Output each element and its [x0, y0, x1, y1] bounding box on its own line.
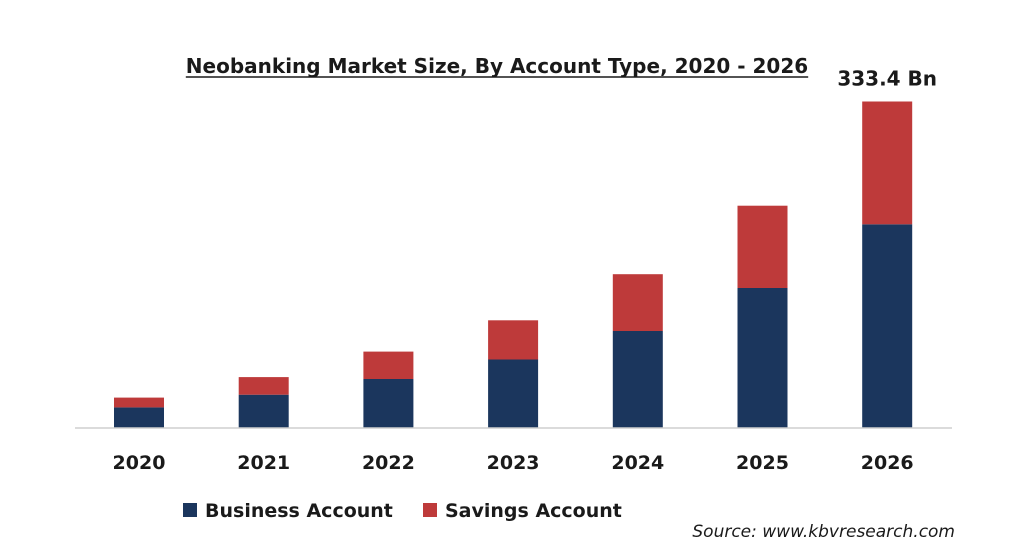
legend-swatch-savings-account [423, 503, 437, 517]
bar-savings-account-2025 [737, 205, 788, 288]
legend-label-business-account: Business Account [205, 500, 393, 522]
bar-business-account-2021 [238, 394, 289, 428]
bar-savings-account-2024 [612, 274, 663, 331]
x-tick-label-2021: 2021 [237, 452, 290, 474]
x-tick-labels: 2020 2021 2022 2023 2024 2025 2026 [113, 452, 914, 474]
bar-business-account-2024 [612, 331, 663, 428]
legend-swatch-business-account [183, 503, 197, 517]
bar-savings-account-2021 [238, 377, 289, 395]
data-labels: 333.4 Bn [837, 67, 937, 91]
data-label-2026: 333.4 Bn [837, 67, 937, 91]
bar-savings-account-2022 [363, 351, 414, 379]
x-tick-label-2020: 2020 [113, 452, 166, 474]
chart-title: Neobanking Market Size, By Account Type,… [186, 54, 808, 78]
bar-savings-account-2020 [114, 397, 164, 408]
bar-business-account-2020 [114, 407, 164, 428]
source-note: Source: www.kbvresearch.com [692, 522, 955, 542]
bars-layer [114, 101, 913, 428]
x-tick-label-2025: 2025 [736, 452, 789, 474]
bar-business-account-2022 [363, 379, 414, 428]
bar-business-account-2026 [862, 224, 913, 428]
x-tick-label-2024: 2024 [611, 452, 664, 474]
bar-business-account-2023 [488, 359, 539, 428]
bar-business-account-2025 [737, 287, 788, 428]
x-tick-label-2026: 2026 [861, 452, 914, 474]
bar-savings-account-2023 [488, 320, 539, 360]
legend-label-savings-account: Savings Account [445, 500, 622, 522]
bar-savings-account-2026 [862, 101, 913, 225]
x-tick-label-2023: 2023 [487, 452, 540, 474]
x-tick-label-2022: 2022 [362, 452, 415, 474]
legend: Business Account Savings Account [183, 500, 622, 522]
